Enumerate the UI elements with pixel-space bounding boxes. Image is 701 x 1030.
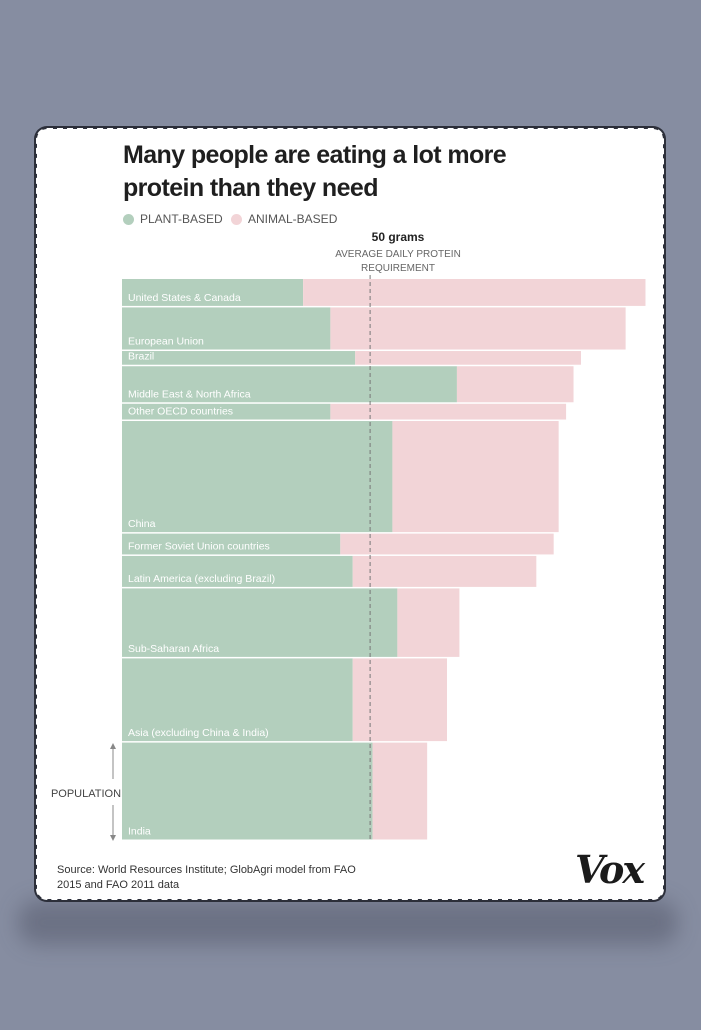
- reference-caption-line2: REQUIREMENT: [361, 263, 435, 274]
- bar-animal-8: [397, 588, 460, 657]
- bar-plant-4: [122, 403, 331, 420]
- bar-animal-9: [352, 658, 448, 742]
- bar-plant-6: [122, 533, 341, 555]
- category-label-10: India: [128, 826, 151, 838]
- category-label-1: European Union: [128, 336, 204, 348]
- bar-plant-9: [122, 658, 353, 742]
- bars-group: [122, 279, 646, 840]
- vox-logo: Vox: [575, 847, 645, 892]
- bar-animal-6: [340, 533, 554, 555]
- category-label-6: Former Soviet Union countries: [128, 540, 270, 552]
- category-label-5: China: [128, 518, 156, 530]
- population-arrow-head-bottom: [110, 835, 116, 841]
- legend-label-plant: PLANT-BASED: [140, 212, 223, 226]
- bar-plant-1: [122, 307, 331, 350]
- bar-plant-5: [122, 421, 393, 533]
- bar-plant-3: [122, 366, 457, 403]
- category-label-0: United States & Canada: [128, 292, 241, 304]
- chart-title: Many people are eating a lot more protei…: [123, 141, 507, 202]
- legend-swatch-plant: [123, 213, 134, 225]
- reference-value-label: 50 grams: [372, 230, 425, 244]
- category-label-3: Middle East & North Africa: [128, 388, 251, 400]
- infographic-card: Many people are eating a lot more protei…: [36, 128, 664, 900]
- bar-plant-10: [122, 742, 373, 840]
- legend-item-plant: PLANT-BASED: [123, 212, 223, 226]
- reference-caption-line1: AVERAGE DAILY PROTEIN: [335, 249, 461, 260]
- category-label-7: Latin America (excluding Brazil): [128, 573, 275, 585]
- card-shadow: [18, 900, 678, 945]
- category-label-8: Sub-Saharan Africa: [128, 643, 219, 655]
- category-label-4: Other OECD countries: [128, 406, 233, 418]
- legend-label-animal: ANIMAL-BASED: [248, 212, 338, 226]
- bar-animal-3: [456, 366, 574, 403]
- labels-group: United States & Canada European Union Braz…: [128, 292, 275, 838]
- bar-plant-0: [122, 279, 304, 306]
- bar-plant-2: [122, 351, 356, 365]
- bar-plant-7: [122, 555, 353, 587]
- chart-svg: United States & Canada European Union Braz…: [51, 230, 646, 841]
- bar-animal-10: [372, 742, 428, 840]
- source-note: Source: World Resources Institute; GlobA…: [57, 864, 356, 891]
- bar-plant-8: [122, 588, 398, 657]
- population-label: POPULATION: [51, 788, 121, 800]
- legend-item-animal: ANIMAL-BASED: [231, 212, 337, 226]
- category-label-2: Brazil: [128, 351, 154, 363]
- population-indicator: POPULATION: [51, 743, 121, 841]
- population-arrow-head-top: [110, 743, 116, 749]
- bar-animal-2: [355, 351, 581, 365]
- legend-swatch-animal: [231, 213, 242, 225]
- category-label-9: Asia (excluding China & India): [128, 727, 269, 739]
- bar-animal-4: [330, 403, 567, 420]
- bar-animal-1: [330, 307, 626, 350]
- bar-animal-7: [352, 555, 537, 587]
- bar-animal-5: [392, 421, 559, 533]
- bar-animal-0: [303, 279, 646, 306]
